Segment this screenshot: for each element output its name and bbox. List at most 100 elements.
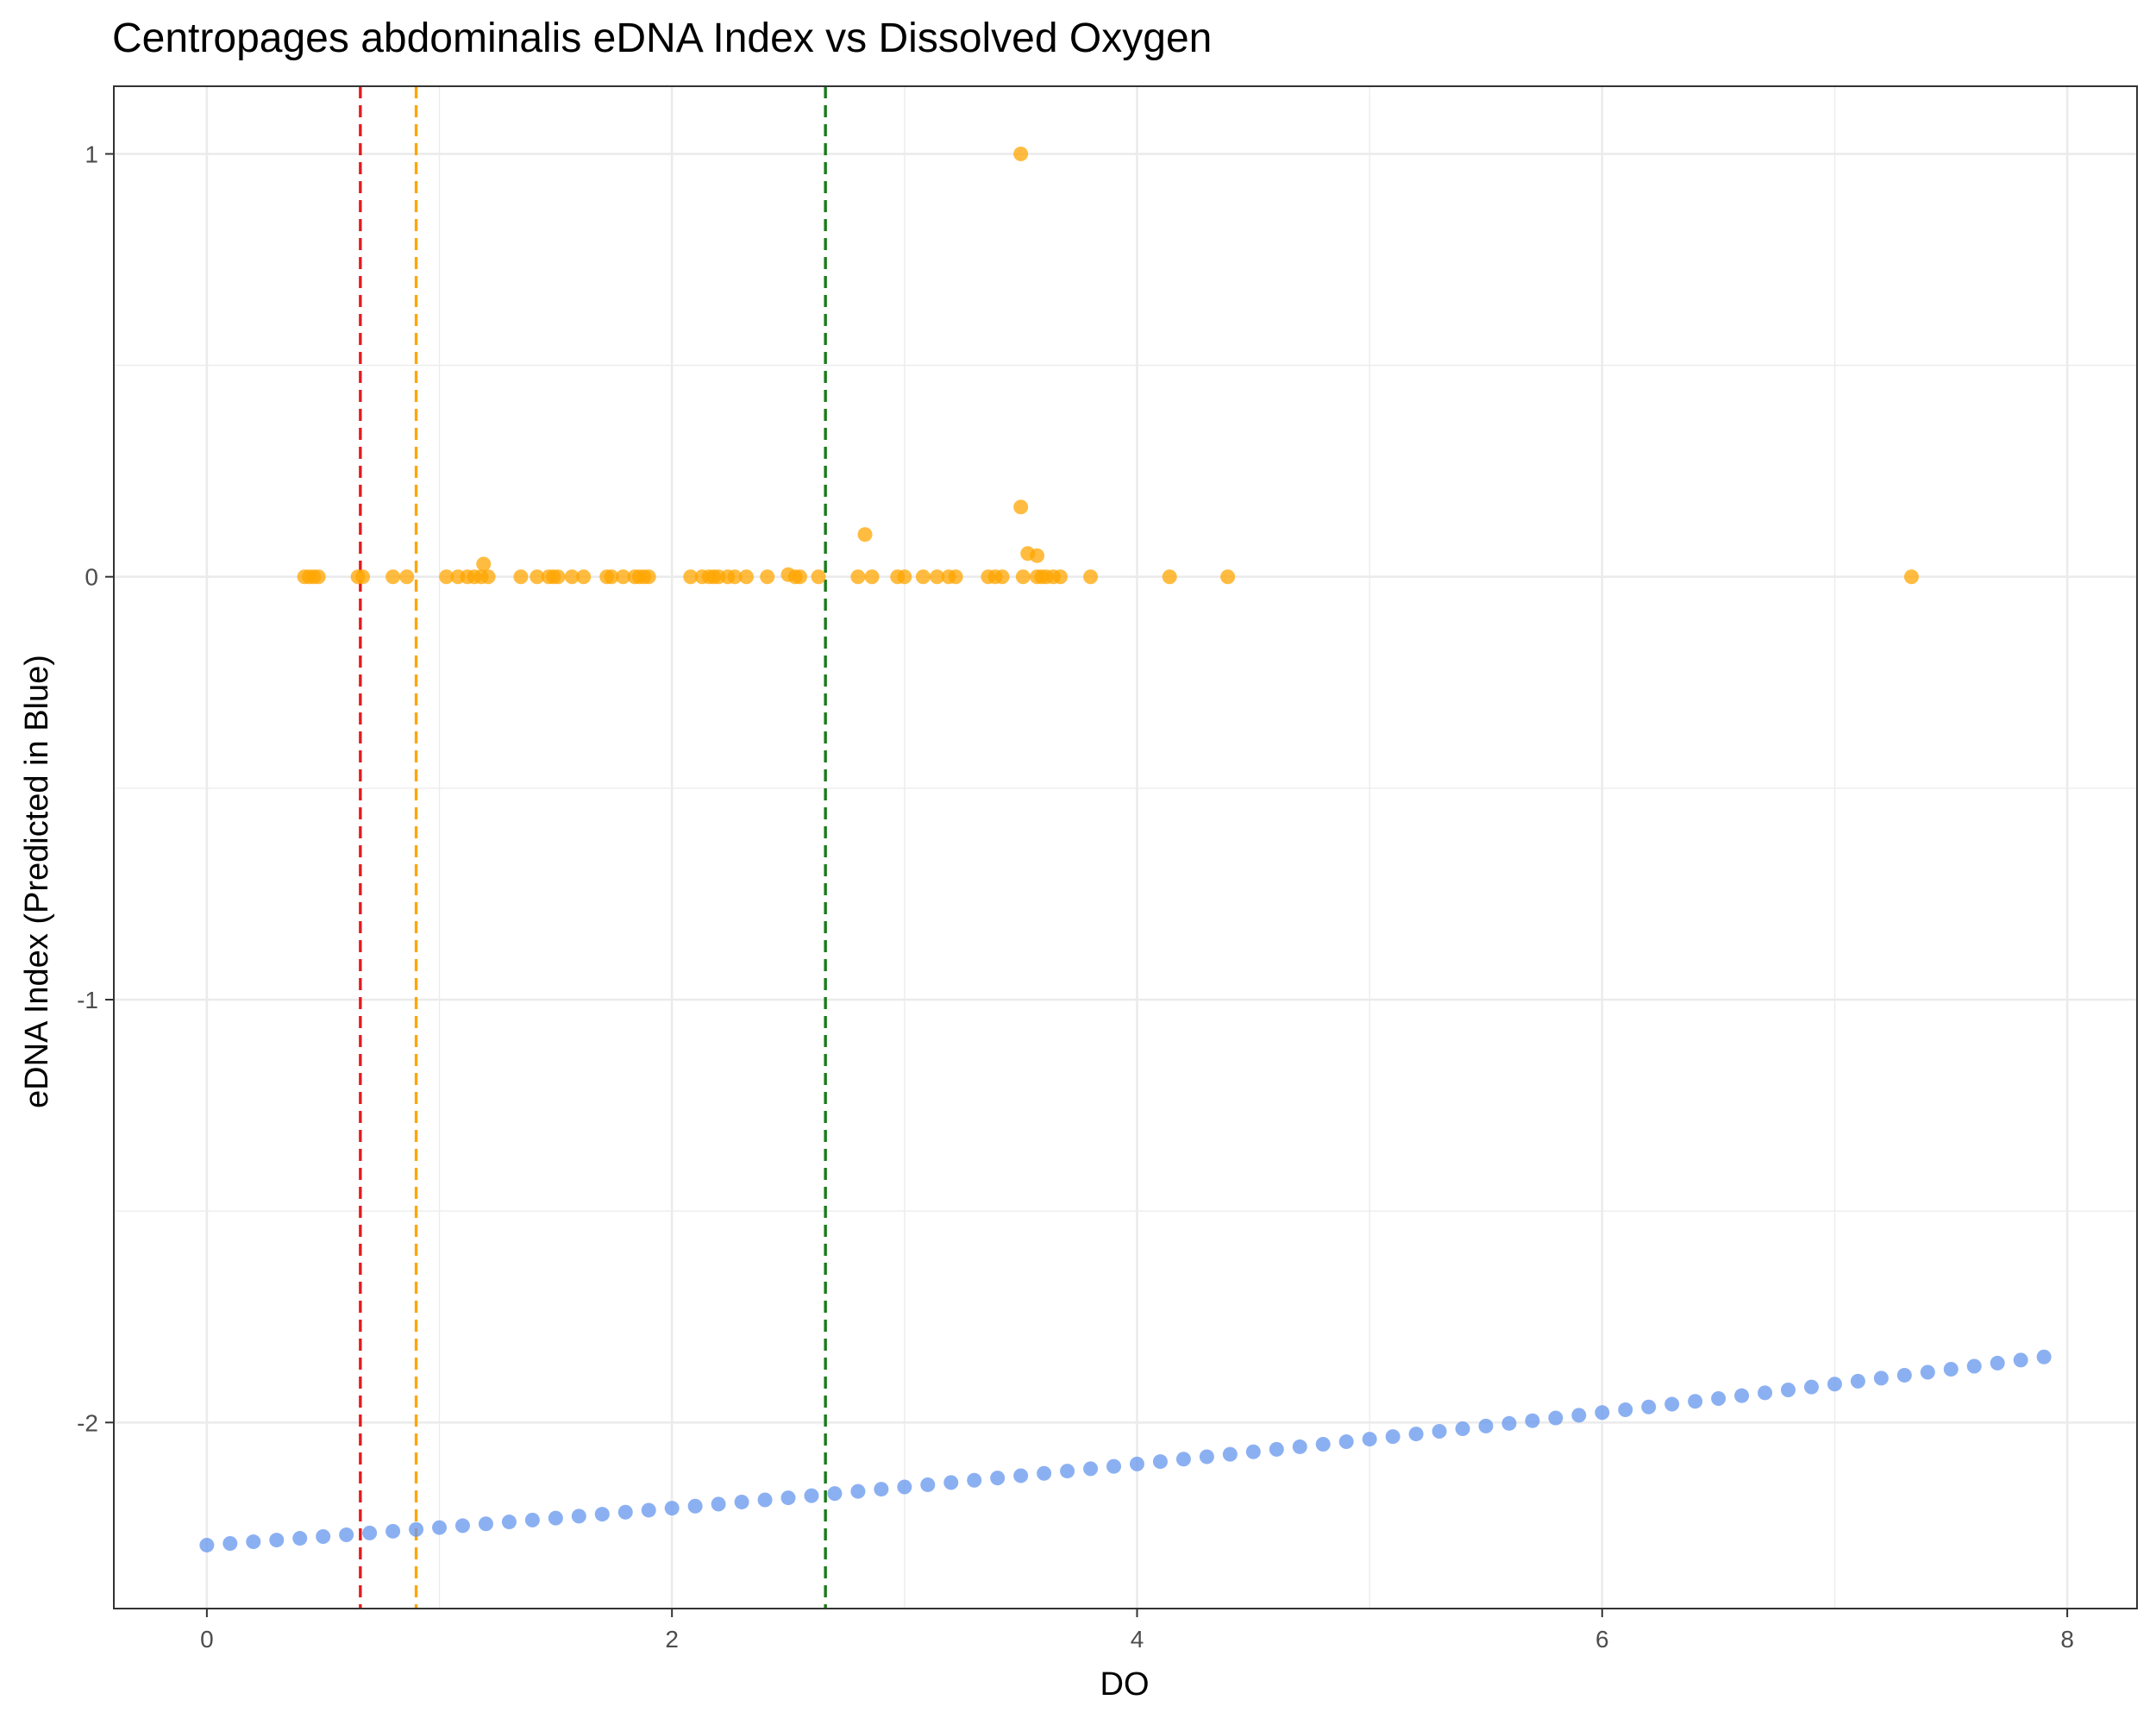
chart-title: Centropages abdominalis eDNA Index vs Di… bbox=[112, 16, 1212, 61]
y-tick-label: 1 bbox=[85, 141, 98, 167]
predicted-point bbox=[920, 1477, 936, 1492]
predicted-point bbox=[967, 1472, 982, 1488]
observed-point bbox=[476, 556, 492, 572]
observed-point bbox=[385, 569, 401, 585]
predicted-point bbox=[1408, 1427, 1424, 1442]
observed-point bbox=[897, 569, 912, 585]
observed-point bbox=[994, 569, 1010, 585]
y-tick-label: -1 bbox=[77, 987, 98, 1013]
predicted-point bbox=[1758, 1385, 1773, 1401]
observed-point bbox=[915, 569, 931, 585]
axes: 0 2 4 6 810-1-2 bbox=[77, 141, 2074, 1653]
observed-point bbox=[399, 569, 415, 585]
predicted-point bbox=[1478, 1418, 1494, 1433]
predicted-point bbox=[1362, 1432, 1377, 1447]
observed-point bbox=[564, 569, 580, 585]
observed-point bbox=[1162, 569, 1177, 585]
predicted-point bbox=[1175, 1452, 1191, 1467]
predicted-point bbox=[316, 1529, 331, 1545]
observed-point bbox=[930, 569, 945, 585]
predicted-point bbox=[1269, 1441, 1284, 1457]
predicted-point bbox=[246, 1534, 261, 1550]
predicted-point bbox=[1083, 1461, 1099, 1477]
predicted-point bbox=[1990, 1355, 2005, 1371]
predicted-point bbox=[1548, 1410, 1564, 1426]
predicted-point bbox=[1873, 1371, 1889, 1386]
predicted-point bbox=[1455, 1421, 1470, 1436]
predicted-point bbox=[1641, 1399, 1657, 1414]
predicted-point bbox=[711, 1496, 726, 1512]
predicted-point bbox=[1571, 1408, 1587, 1423]
predicted-point bbox=[1781, 1383, 1796, 1398]
x-tick-label: 2 bbox=[665, 1626, 679, 1653]
observed-point bbox=[792, 569, 807, 585]
x-axis-title: DO bbox=[1100, 1666, 1150, 1703]
predicted-point bbox=[1966, 1358, 1982, 1374]
predicted-point bbox=[1664, 1396, 1680, 1412]
predicted-point bbox=[1525, 1413, 1540, 1428]
predicted-point bbox=[1618, 1402, 1633, 1418]
predicted-point bbox=[1199, 1449, 1214, 1465]
predicted-point bbox=[687, 1498, 703, 1514]
predicted-point bbox=[1501, 1415, 1517, 1431]
predicted-point bbox=[1711, 1390, 1727, 1406]
observed-point bbox=[811, 569, 826, 585]
observed-point bbox=[1015, 569, 1031, 585]
observed-point bbox=[576, 569, 592, 585]
observed-point bbox=[616, 569, 631, 585]
x-tick-label: 0 bbox=[200, 1626, 214, 1653]
predicted-point bbox=[1037, 1465, 1052, 1481]
predicted-point bbox=[478, 1516, 493, 1532]
observed-point bbox=[550, 569, 566, 585]
predicted-point bbox=[222, 1536, 238, 1552]
observed-point bbox=[1220, 569, 1236, 585]
predicted-point bbox=[1803, 1379, 1819, 1395]
predicted-point bbox=[524, 1512, 540, 1527]
threshold-lines bbox=[359, 86, 827, 1609]
predicted-point bbox=[1245, 1444, 1261, 1459]
observed-point bbox=[1030, 548, 1045, 563]
predicted-point bbox=[292, 1531, 308, 1546]
observed-point bbox=[439, 569, 454, 585]
observed-point bbox=[727, 569, 743, 585]
observed-point bbox=[1083, 569, 1099, 585]
observed-point bbox=[948, 569, 963, 585]
y-axis-title: eDNA Index (Predicted in Blue) bbox=[19, 655, 55, 1108]
observed-point bbox=[1052, 569, 1068, 585]
grid bbox=[114, 86, 2137, 1609]
observed-point bbox=[355, 569, 371, 585]
predicted-point bbox=[641, 1502, 656, 1518]
predicted-point bbox=[1943, 1361, 1959, 1377]
observed-point bbox=[1903, 569, 1919, 585]
predicted-point bbox=[1013, 1468, 1029, 1484]
predicted-point bbox=[2036, 1349, 2052, 1364]
observed-point bbox=[604, 569, 619, 585]
predicted-point bbox=[1292, 1439, 1307, 1454]
observed-point bbox=[310, 569, 326, 585]
observed-point bbox=[530, 569, 545, 585]
predicted-point bbox=[1688, 1394, 1703, 1409]
predicted-point bbox=[1432, 1424, 1447, 1440]
predicted-point bbox=[874, 1482, 889, 1497]
predicted-point bbox=[1850, 1373, 1865, 1389]
predicted-point bbox=[1060, 1464, 1075, 1479]
predicted-point bbox=[1129, 1456, 1144, 1471]
predicted-point bbox=[432, 1520, 448, 1535]
predicted-point bbox=[804, 1488, 819, 1503]
x-tick-label: 4 bbox=[1131, 1626, 1144, 1653]
observed-point bbox=[850, 569, 866, 585]
x-tick-label: 6 bbox=[1595, 1626, 1609, 1653]
predicted-point bbox=[943, 1475, 959, 1490]
predicted-point bbox=[1896, 1367, 1912, 1383]
predicted-point bbox=[454, 1518, 470, 1534]
predicted-point bbox=[594, 1507, 610, 1522]
predicted-point bbox=[897, 1479, 912, 1495]
predicted-point bbox=[269, 1533, 285, 1548]
predicted-point bbox=[1595, 1405, 1610, 1421]
predicted-point bbox=[501, 1515, 517, 1530]
data-points bbox=[199, 146, 2052, 1552]
x-tick-label: 8 bbox=[2060, 1626, 2074, 1653]
observed-point bbox=[683, 569, 699, 585]
predicted-point bbox=[548, 1510, 563, 1526]
observed-point bbox=[1013, 146, 1029, 161]
